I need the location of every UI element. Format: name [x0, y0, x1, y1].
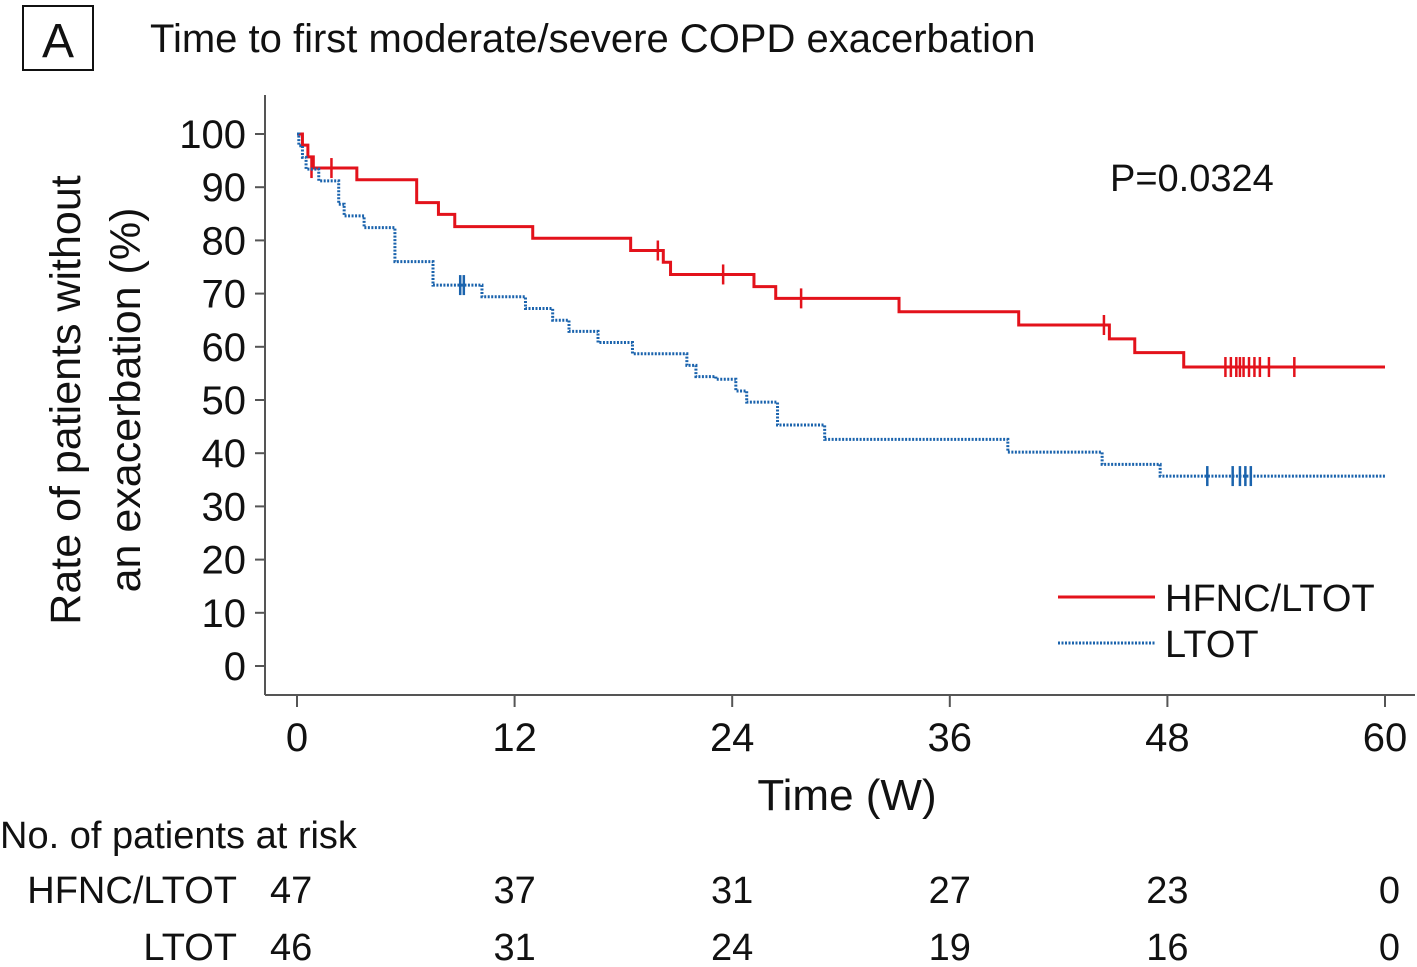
y-tick-label: 100 [179, 113, 246, 157]
km-line-ltot [297, 132, 1385, 478]
y-tick-label: 80 [202, 219, 247, 263]
x-axis-label: Time (W) [757, 771, 936, 820]
risk-row-label-hfnc-ltot: HFNC/LTOT [27, 870, 237, 912]
x-tick-label: 60 [1363, 716, 1408, 760]
x-tick-label: 36 [928, 716, 973, 760]
x-tick-label: 24 [710, 716, 755, 760]
y-tick-label: 50 [202, 379, 247, 423]
y-tick-label: 70 [202, 273, 247, 317]
risk-count: 46 [270, 927, 312, 962]
y-axis-label-line2: an exacerbation (%) [102, 208, 150, 593]
x-tick-label: 0 [286, 716, 308, 760]
x-tick-label: 12 [492, 716, 537, 760]
risk-count: 0 [1379, 870, 1400, 912]
y-tick-label: 10 [202, 592, 247, 636]
risk-table: No. of patients at risk HFNC/LTOT LTOT 4… [0, 815, 1400, 967]
x-ticks: 0 12 24 36 48 60 [286, 695, 1407, 760]
risk-count: 23 [1146, 870, 1188, 912]
risk-counts: 47 37 31 27 23 0 46 31 24 19 16 0 [270, 870, 1400, 967]
y-tick-label: 30 [202, 485, 247, 529]
y-tick-label: 20 [202, 539, 247, 583]
y-tick-label: 0 [224, 645, 246, 689]
x-tick-label: 48 [1145, 716, 1190, 760]
risk-count: 31 [711, 870, 753, 912]
risk-count: 0 [1379, 927, 1400, 962]
y-ticks: 0 10 20 30 40 50 60 70 80 90 100 [179, 113, 265, 689]
series-layer [297, 132, 1385, 487]
p-value-annotation: P=0.0324 [1110, 158, 1274, 200]
risk-count: 47 [270, 870, 312, 912]
panel-label-box [22, 5, 94, 71]
risk-table-header: No. of patients at risk [0, 815, 358, 857]
panel-label: A [42, 15, 74, 68]
risk-count: 16 [1146, 927, 1188, 962]
km-line-hfnc-ltot [297, 132, 1385, 369]
risk-count: 24 [711, 927, 753, 962]
y-tick-label: 90 [202, 166, 247, 210]
risk-count: 19 [929, 927, 971, 962]
legend: HFNC/LTOT LTOT [1058, 578, 1375, 666]
legend-label-ltot: LTOT [1165, 624, 1259, 666]
y-axis-label-line1: Rate of patients without [42, 175, 90, 624]
chart-title: Time to first moderate/severe COPD exace… [150, 17, 1036, 61]
risk-row-label-ltot: LTOT [143, 927, 237, 962]
risk-count: 31 [493, 927, 535, 962]
legend-label-hfnc-ltot: HFNC/LTOT [1165, 578, 1375, 620]
y-tick-label: 40 [202, 432, 247, 476]
risk-count: 27 [929, 870, 971, 912]
y-tick-label: 60 [202, 326, 247, 370]
risk-count: 37 [493, 870, 535, 912]
